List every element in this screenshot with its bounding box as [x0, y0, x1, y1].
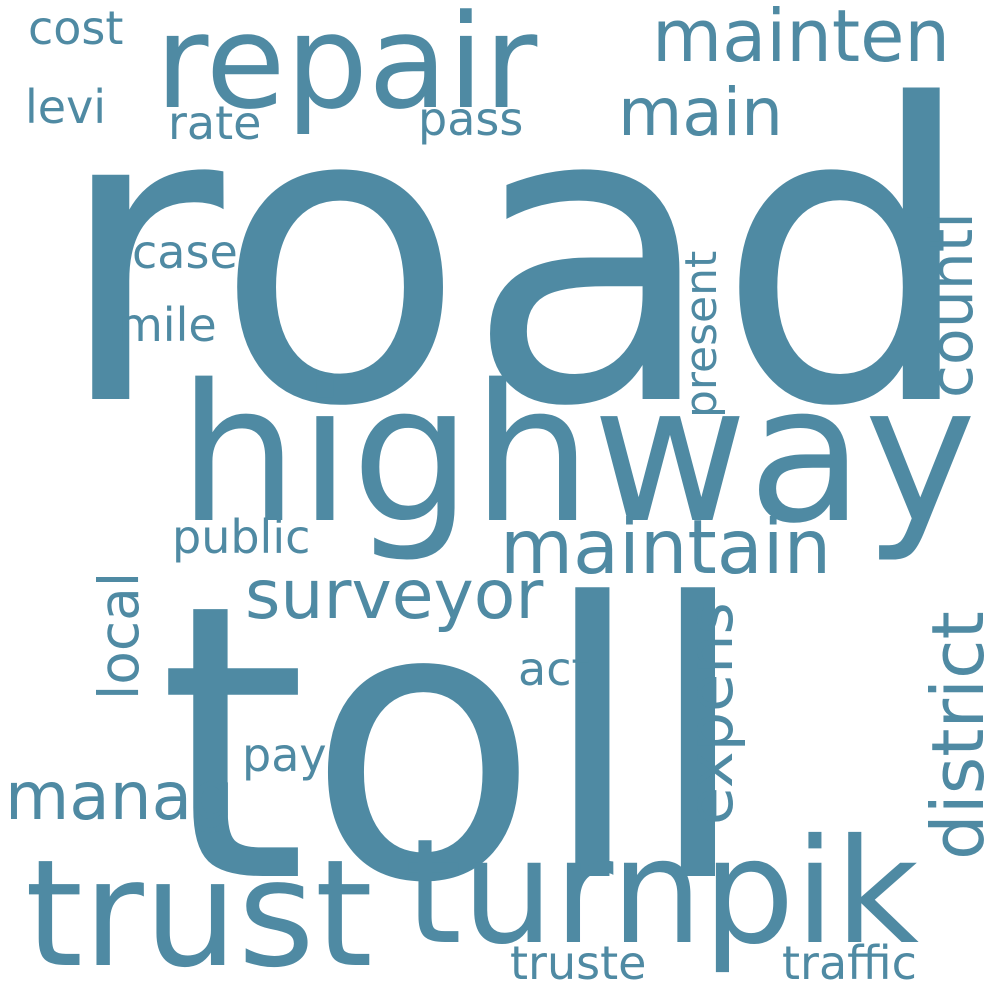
word-trust: trust [25, 828, 373, 1000]
word-mile: mile [118, 298, 217, 352]
word-case: case [132, 225, 238, 279]
word-toll: toll [158, 523, 751, 966]
word-maintain: maintain [500, 503, 832, 591]
word-district: district [916, 611, 1000, 860]
word-present: present [676, 250, 727, 418]
word-cost: cost [28, 1, 124, 55]
word-pass: pass [418, 92, 524, 146]
word-main: main [618, 74, 783, 151]
word-manag: manag [5, 758, 234, 835]
word-surveyor: surveyor [245, 556, 544, 635]
word-truste: truste [510, 936, 647, 990]
word-repair: repair [155, 0, 538, 138]
word-traffic: traffic [782, 936, 917, 990]
word-expens: expens [674, 602, 747, 825]
word-highway: highway [178, 344, 977, 565]
word-act: act [518, 642, 590, 696]
word-pay: pay [242, 728, 327, 782]
word-local: local [87, 571, 151, 700]
word-mainten: mainten [652, 0, 951, 78]
word-road: road [55, 18, 977, 496]
word-rate: rate [168, 96, 262, 150]
word-public: public [172, 510, 311, 564]
word-counti: counti [917, 212, 987, 398]
word-turnpik: turnpik [405, 808, 920, 977]
word-levi: levi [25, 80, 107, 134]
